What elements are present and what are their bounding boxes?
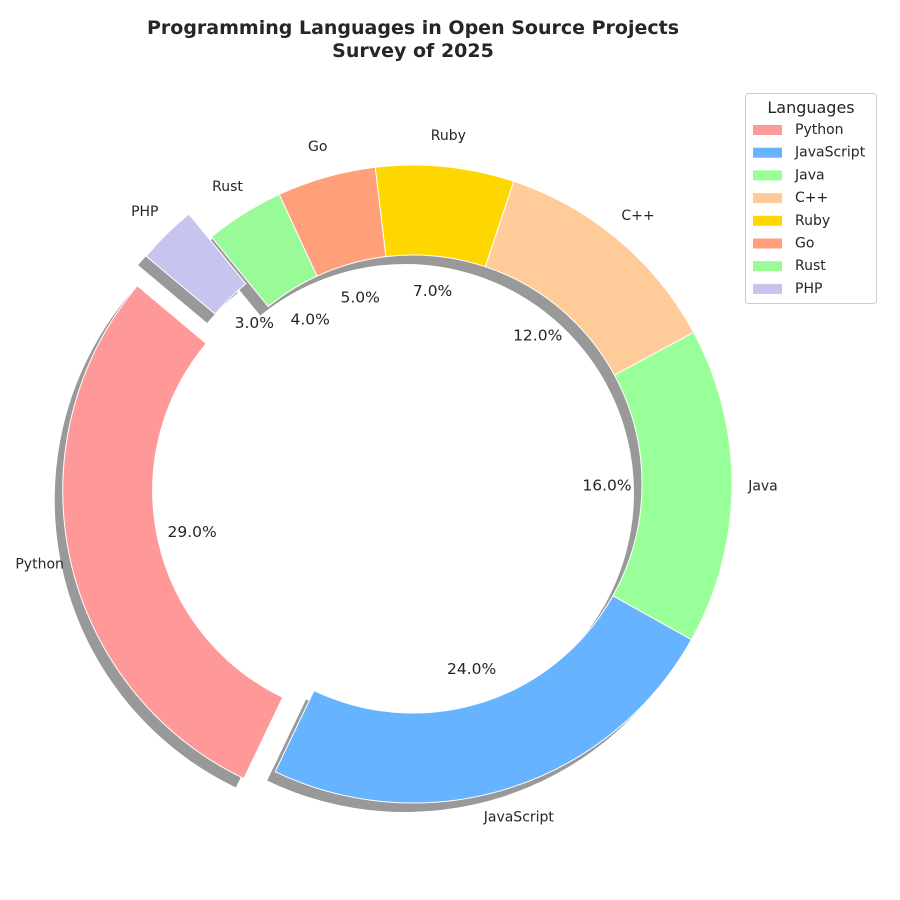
legend-label-rust: Rust: [795, 258, 826, 274]
legend-label-javascript: JavaScript: [794, 145, 866, 161]
legend-swatch-cpp: [753, 193, 782, 204]
legend: Languages Python JavaScript Java C++ Ruby Go R…: [745, 93, 877, 304]
slice-label-java: Java: [747, 478, 778, 494]
slice-labels: Python JavaScript Java C++ Ruby Go Rust PHP: [15, 128, 777, 826]
chart-subtitle: Survey of 2025: [332, 40, 494, 62]
percent-label-rust: 4.0%: [291, 310, 330, 328]
slice-label-python: Python: [15, 557, 64, 573]
slice-label-javascript: JavaScript: [483, 810, 555, 826]
slice-label-rust: Rust: [212, 179, 243, 195]
percent-label-php: 3.0%: [235, 314, 274, 332]
legend-title: Languages: [767, 98, 854, 117]
slice-javascript: [274, 595, 693, 804]
legend-label-python: Python: [795, 122, 844, 138]
slice-python: [62, 285, 284, 780]
legend-swatch-python: [753, 125, 782, 135]
slice-label-go: Go: [308, 139, 327, 155]
legend-swatch-ruby: [753, 215, 782, 226]
percent-label-python: 29.0%: [167, 523, 216, 541]
legend-label-java: Java: [794, 167, 825, 183]
percent-label-java: 16.0%: [582, 476, 631, 494]
slice-label-cpp: C++: [621, 208, 654, 224]
legend-label-ruby: Ruby: [795, 213, 830, 229]
legend-items: Python JavaScript Java C++ Ruby Go Rust PHP: [753, 122, 866, 297]
legend-swatch-java: [753, 170, 782, 181]
legend-swatch-javascript: [753, 147, 782, 158]
legend-swatch-php: [753, 283, 782, 294]
percent-label-javascript: 24.0%: [447, 660, 496, 678]
legend-box: [745, 93, 877, 304]
slice-label-php: PHP: [131, 204, 158, 220]
percent-label-ruby: 7.0%: [413, 282, 452, 300]
donut-slices: [62, 164, 733, 804]
percent-labels: 29.0% 24.0% 16.0% 12.0% 7.0% 5.0% 4.0% 3.0%: [167, 282, 631, 678]
slice-php: [145, 213, 247, 315]
legend-label-php: PHP: [795, 281, 822, 297]
slice-label-ruby: Ruby: [431, 128, 466, 144]
legend-label-go: Go: [795, 236, 814, 252]
percent-label-go: 5.0%: [340, 288, 379, 306]
slice-rust: [210, 193, 318, 308]
legend-swatch-rust: [753, 261, 782, 272]
legend-swatch-go: [753, 238, 782, 249]
chart-title: Programming Languages in Open Source Pro…: [147, 17, 679, 39]
percent-label-cpp: 12.0%: [513, 326, 562, 344]
legend-label-cpp: C++: [795, 190, 828, 206]
